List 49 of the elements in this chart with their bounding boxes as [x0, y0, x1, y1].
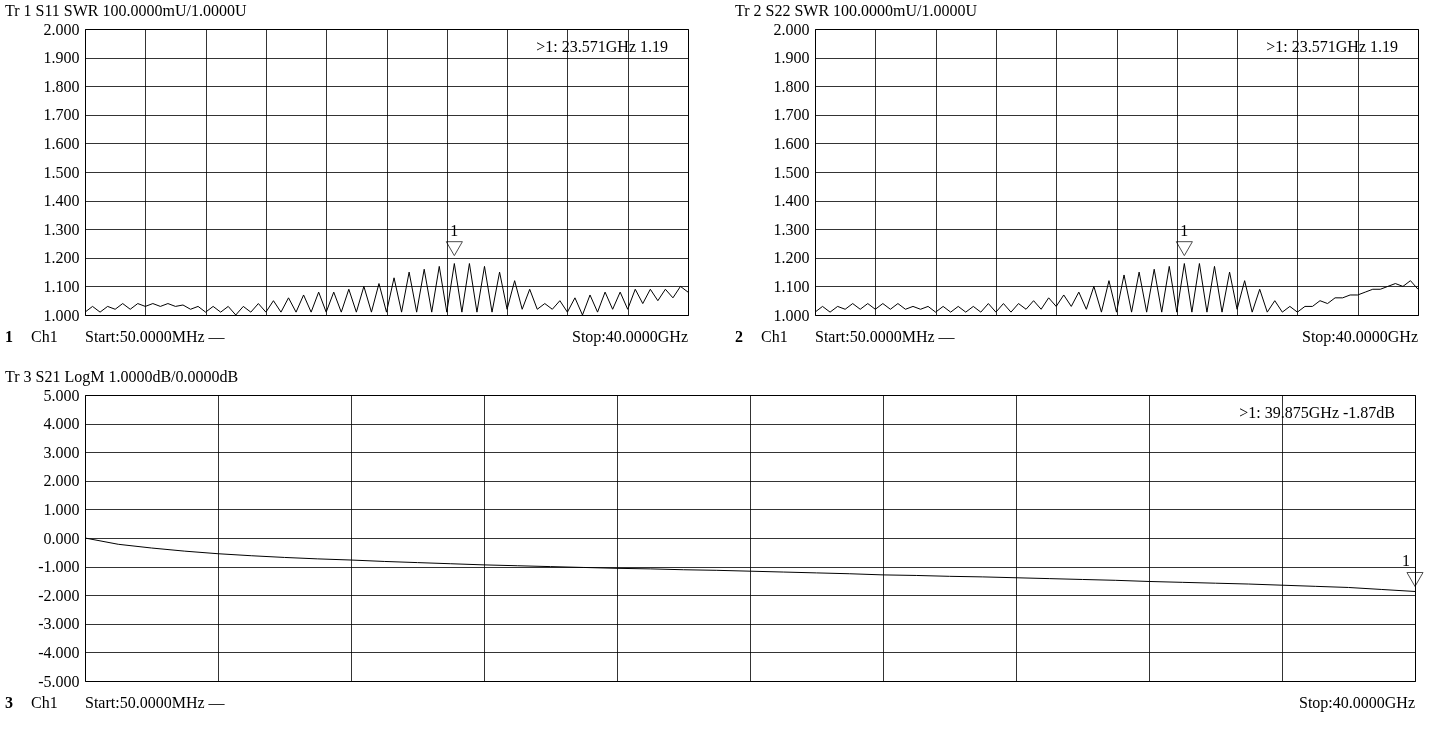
y-tick-label: -3.000: [38, 615, 80, 633]
y-tick-label: 1.200: [43, 249, 80, 267]
y-tick-label: -1.000: [38, 558, 80, 576]
y-tick-label: 1.600: [43, 134, 80, 152]
y-tick-label: 1.500: [43, 163, 80, 181]
chart-title: Tr 2 S22 SWR 100.0000mU/1.0000U: [735, 2, 978, 19]
y-tick-label: 1.700: [773, 106, 810, 124]
y-tick-label: 1.100: [773, 277, 810, 295]
y-tick-label: 1.800: [43, 77, 80, 95]
text: Start:50.0000MHz —: [815, 328, 956, 345]
text: 1: [5, 328, 13, 345]
y-tick-label: 2.000: [43, 20, 80, 38]
text: Ch1: [31, 328, 58, 345]
y-tick-label: 2.000: [773, 20, 810, 38]
y-tick-label: 1.800: [773, 77, 810, 95]
text: Stop:40.0000GHz: [1302, 328, 1418, 346]
y-tick-label: 1.400: [773, 192, 810, 210]
y-tick-label: 0.000: [43, 529, 80, 547]
y-tick-label: 1.600: [773, 134, 810, 152]
text: 2: [735, 328, 743, 345]
y-tick-label: 1.000: [773, 306, 810, 324]
y-tick-label: 1.900: [773, 49, 810, 67]
text: Stop:40.0000GHz: [1299, 694, 1415, 712]
y-tick-label: 1.000: [43, 500, 80, 518]
y-tick-label: 2.000: [43, 472, 80, 490]
chart-title: Tr 3 S21 LogM 1.0000dB/0.0000dB: [5, 368, 239, 386]
y-tick-label: 1.300: [43, 220, 80, 238]
y-tick-label: 1.300: [773, 220, 810, 238]
y-tick-label: 3.000: [43, 443, 80, 461]
y-tick-label: -4.000: [38, 643, 80, 661]
y-tick-label: 1.500: [773, 163, 810, 181]
chart-title: Tr 1 S11 SWR 100.0000mU/1.0000U: [5, 2, 247, 19]
y-tick-label: 1.900: [43, 49, 80, 67]
y-tick-label: 1.400: [43, 192, 80, 210]
text: Ch1: [761, 328, 788, 345]
text: Start:50.0000MHz —: [85, 694, 226, 711]
annotation: 1: [1402, 552, 1410, 570]
y-tick-label: 1.200: [773, 249, 810, 267]
y-tick-label: 1.700: [43, 106, 80, 124]
y-tick-label: -5.000: [38, 672, 80, 690]
text: 3: [5, 694, 13, 711]
text: Start:50.0000MHz —: [85, 328, 226, 345]
y-tick-label: 1.100: [43, 277, 80, 295]
y-tick-label: -2.000: [38, 586, 80, 604]
y-tick-label: 4.000: [43, 415, 80, 433]
text: Stop:40.0000GHz: [572, 328, 688, 346]
y-tick-label: 1.000: [43, 306, 80, 324]
text: Ch1: [31, 694, 58, 711]
y-tick-label: 5.000: [43, 386, 80, 404]
